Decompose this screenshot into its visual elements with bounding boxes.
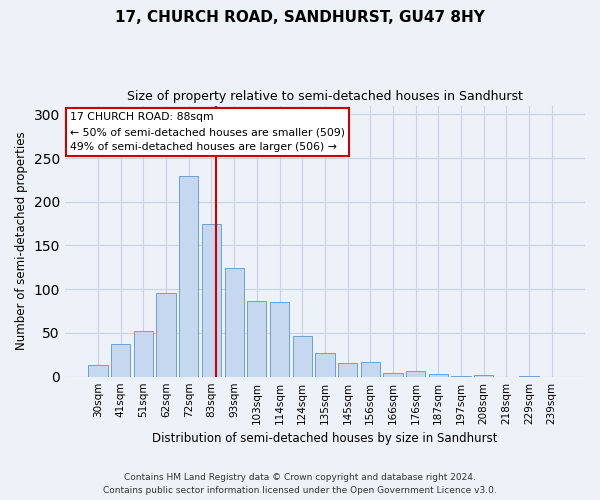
Bar bbox=[293, 336, 312, 376]
Bar bbox=[406, 370, 425, 376]
Title: Size of property relative to semi-detached houses in Sandhurst: Size of property relative to semi-detach… bbox=[127, 90, 523, 103]
Y-axis label: Number of semi-detached properties: Number of semi-detached properties bbox=[15, 132, 28, 350]
Bar bbox=[157, 292, 176, 376]
Bar bbox=[88, 366, 108, 376]
Bar bbox=[202, 224, 221, 376]
Text: 17 CHURCH ROAD: 88sqm
← 50% of semi-detached houses are smaller (509)
49% of sem: 17 CHURCH ROAD: 88sqm ← 50% of semi-deta… bbox=[70, 112, 345, 152]
Bar bbox=[111, 344, 130, 376]
Bar bbox=[224, 268, 244, 376]
Text: Contains HM Land Registry data © Crown copyright and database right 2024.
Contai: Contains HM Land Registry data © Crown c… bbox=[103, 474, 497, 495]
Bar bbox=[134, 331, 153, 376]
Bar bbox=[361, 362, 380, 376]
Bar bbox=[428, 374, 448, 376]
Bar bbox=[179, 176, 199, 376]
Bar bbox=[270, 302, 289, 376]
Bar bbox=[247, 302, 266, 376]
X-axis label: Distribution of semi-detached houses by size in Sandhurst: Distribution of semi-detached houses by … bbox=[152, 432, 497, 445]
Bar bbox=[383, 373, 403, 376]
Bar bbox=[315, 353, 335, 376]
Bar bbox=[474, 375, 493, 376]
Text: 17, CHURCH ROAD, SANDHURST, GU47 8HY: 17, CHURCH ROAD, SANDHURST, GU47 8HY bbox=[115, 10, 485, 25]
Bar bbox=[338, 362, 357, 376]
